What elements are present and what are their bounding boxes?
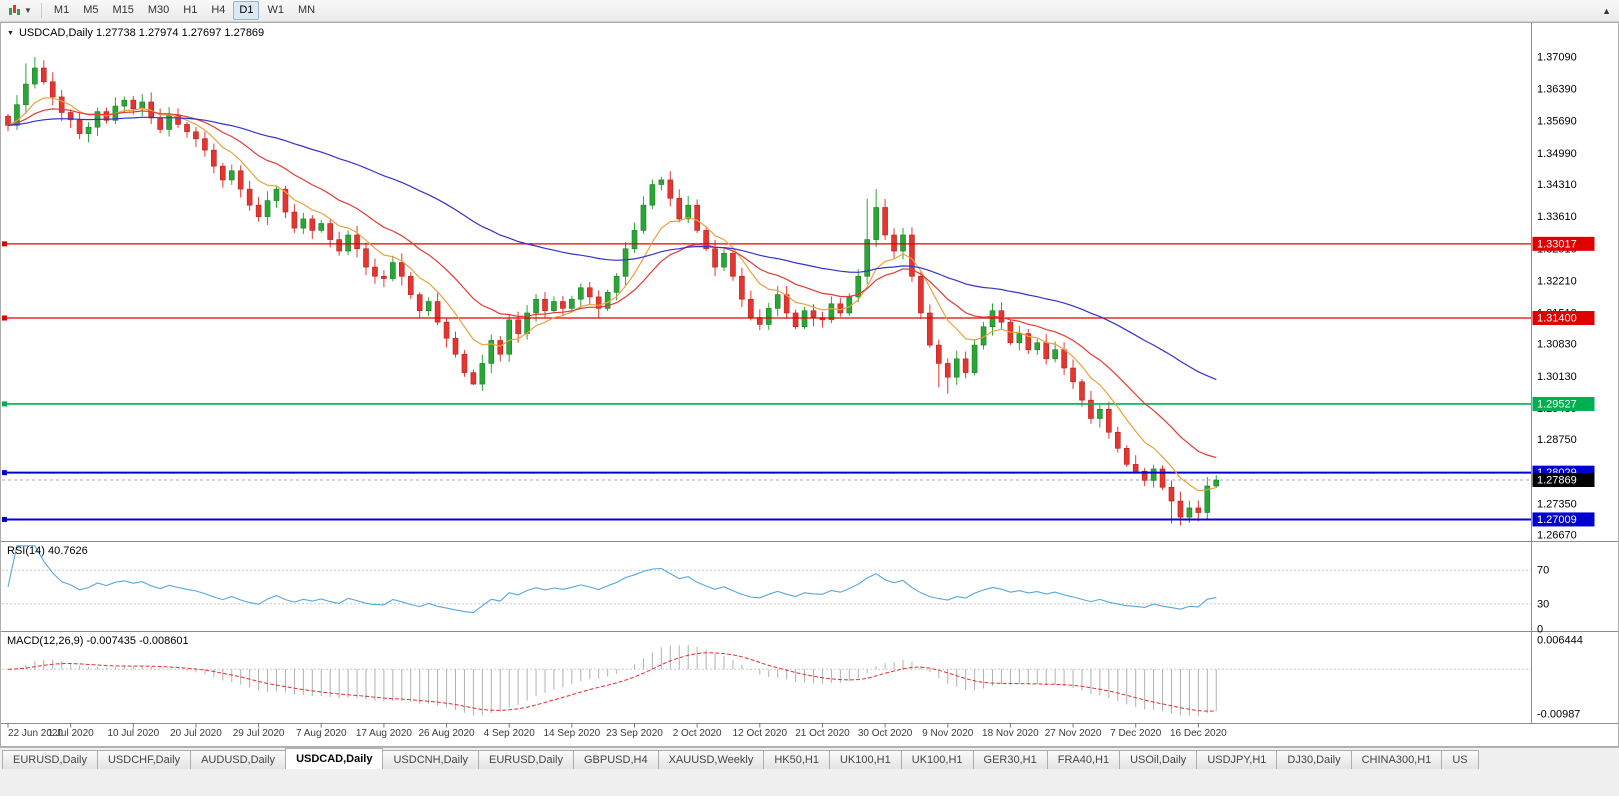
tab-ger30-h1[interactable]: GER30,H1 <box>972 750 1048 769</box>
svg-text:20 Jul 2020: 20 Jul 2020 <box>170 728 222 739</box>
toolbar-overflow-icon[interactable]: ▲ <box>1602 5 1611 16</box>
timeframe-h1-button[interactable]: H1 <box>183 4 198 16</box>
svg-text:7 Aug 2020: 7 Aug 2020 <box>296 728 347 739</box>
rsi-line <box>7 545 1217 614</box>
svg-text:1.34310: 1.34310 <box>1537 179 1577 191</box>
level-handle[interactable] <box>2 241 7 247</box>
svg-text:1.29527: 1.29527 <box>1537 398 1577 410</box>
svg-text:26 Aug 2020: 26 Aug 2020 <box>418 728 475 739</box>
svg-text:1.28750: 1.28750 <box>1537 434 1577 446</box>
ma-slow-line <box>7 116 1217 381</box>
svg-text:18 Nov 2020: 18 Nov 2020 <box>982 728 1039 739</box>
svg-text:7 Dec 2020: 7 Dec 2020 <box>1110 728 1162 739</box>
rsi-axis-label: 30 <box>1537 598 1549 610</box>
svg-text:29 Jul 2020: 29 Jul 2020 <box>233 728 285 739</box>
chevron-down-icon: ▼ <box>24 6 32 15</box>
svg-text:9 Nov 2020: 9 Nov 2020 <box>922 728 974 739</box>
svg-text:1.33610: 1.33610 <box>1537 211 1577 223</box>
timeframe-w1-button[interactable]: W1 <box>267 4 284 16</box>
svg-text:30 Oct 2020: 30 Oct 2020 <box>858 728 913 739</box>
svg-text:21 Oct 2020: 21 Oct 2020 <box>795 728 850 739</box>
svg-text:1.32210: 1.32210 <box>1537 275 1577 287</box>
tab-usdjpy-h1[interactable]: USDJPY,H1 <box>1196 750 1278 769</box>
timeframe-m15-button[interactable]: M15 <box>112 4 134 16</box>
svg-text:16 Dec 2020: 16 Dec 2020 <box>1170 728 1227 739</box>
rsi-axis-label: 0 <box>1537 624 1543 636</box>
level-handle[interactable] <box>2 516 7 522</box>
tab-fra40-h1[interactable]: FRA40,H1 <box>1046 750 1121 769</box>
price-badge-1.29527 <box>1532 396 1595 411</box>
level-handle[interactable] <box>2 470 7 476</box>
svg-text:1 Jul 2020: 1 Jul 2020 <box>48 728 95 739</box>
tab-usdcad-daily[interactable]: USDCAD,Daily <box>285 748 384 769</box>
tab-audusd-daily[interactable]: AUDUSD,Daily <box>190 750 287 769</box>
svg-text:4 Sep 2020: 4 Sep 2020 <box>484 728 536 739</box>
svg-text:1.37090: 1.37090 <box>1537 52 1577 64</box>
chart-canvas[interactable]: 1.37090 1.36390 1.35690 1.34990 1.34310 1.336… <box>0 22 1619 747</box>
svg-text:10 Jul 2020: 10 Jul 2020 <box>107 728 159 739</box>
timeframe-m1-button[interactable]: M1 <box>53 4 70 16</box>
chart-tabbar: EURUSD,Daily USDCHF,Daily AUDUSD,Daily USDC… <box>0 747 1619 769</box>
svg-text:14 Sep 2020: 14 Sep 2020 <box>543 728 600 739</box>
tab-us[interactable]: US <box>1441 750 1479 769</box>
svg-text:12 Oct 2020: 12 Oct 2020 <box>733 728 788 739</box>
chart-icon <box>9 5 20 15</box>
svg-text:1.27869: 1.27869 <box>1537 474 1577 486</box>
price-badges: 1.330171.314001.295271.280291.278691.270… <box>1532 236 1595 527</box>
timeframe-h4-button[interactable]: H4 <box>211 4 226 16</box>
chart-type-button[interactable]: ▼ <box>4 2 36 20</box>
toolbar: ▼ M1 M5 M15 M30 H1 H4 D1 W1 MN ▲ <box>0 0 1619 22</box>
tab-eurusd-daily[interactable]: EURUSD,Daily <box>478 750 574 769</box>
timeframe-m5-button[interactable]: M5 <box>83 4 99 16</box>
svg-text:1.30130: 1.30130 <box>1537 371 1577 383</box>
svg-text:17 Aug 2020: 17 Aug 2020 <box>356 728 413 739</box>
level-handle[interactable] <box>2 315 7 321</box>
svg-text:1.27009: 1.27009 <box>1537 514 1577 526</box>
price-badge-1.31400 <box>1532 311 1595 326</box>
svg-text:1.27350: 1.27350 <box>1537 498 1577 510</box>
tab-hk50-h1[interactable]: HK50,H1 <box>763 750 830 769</box>
svg-text:1.26670: 1.26670 <box>1537 530 1577 542</box>
timeframe-buttons: M1 M5 M15 M30 H1 H4 D1 W1 MN <box>47 1 322 20</box>
tab-gbpusd-h4[interactable]: GBPUSD,H4 <box>573 750 659 769</box>
price-badge-1.27009 <box>1532 512 1595 527</box>
tab-usoil-daily[interactable]: USOil,Daily <box>1119 750 1198 769</box>
chart-window: 1.37090 1.36390 1.35690 1.34990 1.34310 1.336… <box>0 22 1619 747</box>
tab-usdcnh-daily[interactable]: USDCNH,Daily <box>382 750 480 769</box>
ma-fast-line <box>7 97 1217 492</box>
svg-text:2 Oct 2020: 2 Oct 2020 <box>673 728 722 739</box>
svg-text:27 Nov 2020: 27 Nov 2020 <box>1045 728 1102 739</box>
candlesticks[interactable] <box>5 57 1220 526</box>
tab-xauusd-weekly[interactable]: XAUUSD,Weekly <box>657 750 765 769</box>
macd-signal-line <box>7 652 1217 712</box>
svg-text:1.35690: 1.35690 <box>1537 116 1577 128</box>
svg-text:1.30830: 1.30830 <box>1537 339 1577 351</box>
svg-text:23 Sep 2020: 23 Sep 2020 <box>606 728 663 739</box>
timeframe-d1-button[interactable]: D1 <box>233 1 260 20</box>
tab-dj30-daily[interactable]: DJ30,Daily <box>1276 750 1352 769</box>
level-handle[interactable] <box>2 401 7 407</box>
svg-text:1.31400: 1.31400 <box>1537 313 1577 325</box>
timeframe-m30-button[interactable]: M30 <box>147 4 170 16</box>
macd-histogram <box>16 644 1217 716</box>
svg-text:1.33017: 1.33017 <box>1537 238 1577 250</box>
svg-text:22 Jun 2020: 22 Jun 2020 <box>8 728 63 739</box>
tab-uk100-h1[interactable]: UK100,H1 <box>900 750 974 769</box>
rsi-axis-label: 70 <box>1537 565 1549 577</box>
svg-text:1.34990: 1.34990 <box>1537 148 1577 160</box>
tab-china300-h1[interactable]: CHINA300,H1 <box>1350 750 1443 769</box>
svg-text:1.36390: 1.36390 <box>1537 84 1577 96</box>
price-badge-1.33017 <box>1532 236 1595 251</box>
macd-axis-min: -0.00987 <box>1537 709 1580 721</box>
toolbar-separator <box>40 3 42 18</box>
timeframe-mn-button[interactable]: MN <box>297 4 316 16</box>
macd-axis-max: 0.006444 <box>1537 635 1583 647</box>
ma-mid-line <box>7 108 1217 459</box>
price-badge-1.27869 <box>1532 472 1595 487</box>
tab-eurusd-daily[interactable]: EURUSD,Daily <box>2 750 98 769</box>
tab-uk100-h1[interactable]: UK100,H1 <box>828 750 902 769</box>
tab-usdchf-daily[interactable]: USDCHF,Daily <box>96 750 192 769</box>
